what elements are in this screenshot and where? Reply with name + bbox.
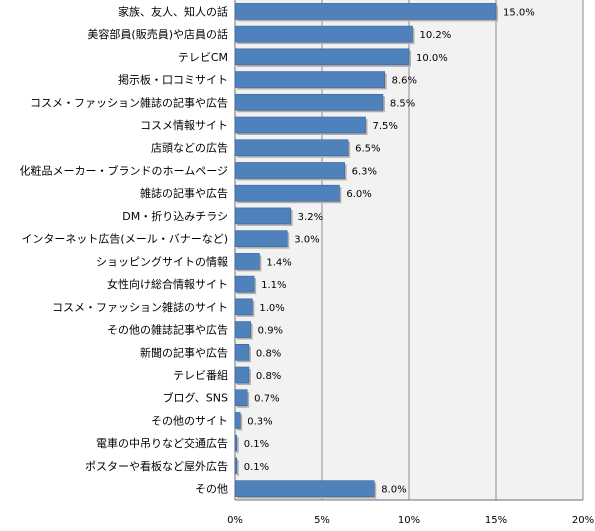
bar [234,139,349,157]
category-label: テレビ番組 [173,369,228,382]
x-tick-label: 15% [485,515,507,526]
bar [234,116,366,134]
category-label: 美容部員(販売員)や店員の話 [87,27,228,41]
category-label: その他の雑誌記事や広告 [107,323,228,337]
x-tick-labels: 0% 5% 10% 15% 20% [227,515,594,526]
bar [234,275,255,293]
category-label: ショッピングサイトの情報 [96,254,228,268]
value-label: 8.0% [381,485,406,496]
bars [234,3,498,499]
category-label: その他のサイト [151,414,228,427]
x-tick-label: 0% [227,515,243,526]
bar-shadow [237,437,239,454]
category-label: 女性向け総合情報サイト [107,277,228,291]
bar [234,184,340,202]
category-label: 掲示板・口コミサイト [118,73,228,87]
bar [234,434,238,452]
value-label: 15.0% [503,7,535,18]
value-label: 10.0% [416,53,448,64]
category-label: 家族、友人、知人の話 [118,4,228,18]
value-label: 0.9% [258,326,283,337]
value-label: 10.2% [419,30,451,41]
bar [234,162,345,179]
value-label: 6.0% [346,189,371,200]
value-label: 0.1% [244,462,269,473]
category-label: インターネット広告(メール・バナーなど) [21,233,228,246]
x-tick-label: 20% [572,515,594,526]
bar [234,48,410,66]
value-label: 6.5% [355,144,380,155]
value-label: 1.1% [261,280,286,291]
bar [234,93,384,111]
bar [234,343,250,361]
bar [234,253,260,270]
value-label: 0.8% [256,348,281,359]
value-label: 7.5% [373,121,398,132]
bar [234,412,241,429]
category-label: DM・折り込みチラシ [122,209,228,223]
bar [234,3,497,20]
value-label: 0.1% [244,439,269,450]
value-label: 0.8% [256,371,281,382]
x-tick-label: 10% [398,515,420,526]
category-label: コスメ情報サイト [140,119,228,132]
x-tick-label: 5% [314,515,330,526]
category-label: その他 [195,483,228,496]
value-label: 8.6% [392,76,417,87]
bar [234,480,375,497]
category-label: 雑誌の記事や広告 [140,186,228,200]
value-label: 3.0% [294,235,319,246]
category-label: ブログ、SNS [163,391,228,405]
value-label: 3.2% [298,212,323,223]
category-label: ポスターや看板など屋外広告 [85,459,228,473]
category-label: テレビCM [178,51,228,64]
category-label: 新聞の記事や広告 [140,345,228,359]
value-label: 6.3% [352,166,377,177]
bar [234,389,248,407]
bar [234,366,250,384]
bar [234,207,291,225]
category-label: コスメ・ファッション雑誌のサイト [52,300,228,314]
value-label: 1.4% [266,257,291,268]
category-label: 店頭などの広告 [151,141,228,155]
bar [234,230,288,247]
value-label: 8.5% [390,98,415,109]
value-label: 1.0% [259,303,284,314]
category-label: 電車の中吊りなど交通広告 [96,436,228,450]
value-label: 0.7% [254,394,279,405]
bar [234,298,253,316]
value-labels: 15.0% 10.2% 10.0% 8.6% 8.5% 7.5% 6.5% 6.3% 6.0% 3… [244,7,535,495]
category-label: 化粧品メーカー・ブランドのホームページ [20,163,228,177]
bar [234,321,251,338]
bar-shadow [237,459,239,476]
value-label: 0.3% [247,416,272,427]
bar [234,25,413,43]
bar [234,457,238,475]
category-label: コスメ・ファッション雑誌の記事や広告 [30,95,228,109]
bar [234,71,385,88]
